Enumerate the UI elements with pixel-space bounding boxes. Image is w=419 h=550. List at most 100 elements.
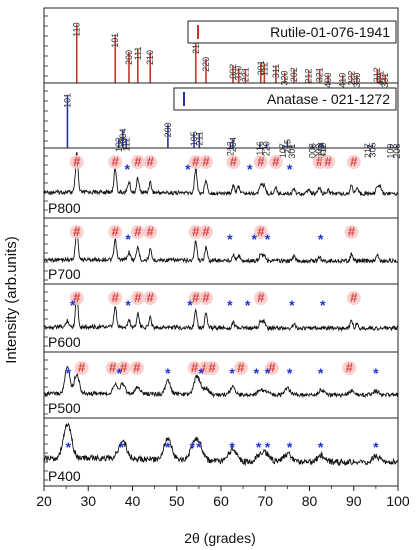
rutile-marker: # [272, 154, 280, 169]
sample-panel-frame [43, 147, 399, 219]
rutile-marker-halo [69, 291, 84, 305]
xrd-trace [43, 422, 399, 467]
rutile-marker-halo [226, 155, 241, 169]
anatase-marker: * [190, 439, 196, 455]
anatase-marker: * [320, 297, 326, 313]
rutile-marker: # [109, 360, 117, 375]
rutile-marker-halo [130, 155, 145, 169]
rutile-marker-halo [264, 361, 279, 375]
x-tick-label: 60 [213, 493, 229, 509]
anatase-marker: * [287, 161, 293, 177]
sample-panel-frame [43, 417, 399, 487]
rutile-marker: # [112, 154, 120, 169]
reference-hkl-label: 310 [234, 66, 244, 81]
rutile-marker: # [192, 290, 200, 305]
rutile-marker: # [209, 360, 217, 375]
reference-hkl-label: 202 [289, 67, 299, 82]
rutile-marker: # [202, 154, 210, 169]
rutile-marker: # [348, 224, 356, 239]
rutile-marker-halo [130, 291, 145, 305]
rutile-marker-halo [108, 291, 123, 305]
rutile-marker: # [202, 224, 210, 239]
rutile-marker: # [257, 154, 265, 169]
rutile-marker-halo [198, 225, 213, 239]
reference-hkl-label: 208 [392, 144, 402, 159]
rutile-marker: # [112, 224, 120, 239]
anatase-marker: * [125, 297, 131, 313]
anatase-marker: * [70, 297, 76, 313]
reference-hkl-label: 004 [118, 128, 128, 143]
x-tick-label: 50 [169, 493, 185, 509]
rutile-marker-halo [105, 361, 120, 375]
rutile-marker: # [350, 154, 358, 169]
anatase-marker: * [318, 365, 324, 381]
reference-hkl-label: 301 [256, 60, 266, 75]
x-tick-label: 30 [80, 493, 96, 509]
rutile-marker-halo [143, 155, 158, 169]
anatase-marker: * [251, 231, 257, 247]
anatase-marker: * [373, 439, 379, 455]
reference-hkl-label: 221 [240, 67, 250, 82]
anatase-marker: * [116, 365, 122, 381]
rutile-marker-halo [143, 225, 158, 239]
anatase-marker: * [227, 297, 233, 313]
traces-layer: P800 P700 P600 P500 P400 [43, 147, 399, 487]
rutile-marker: # [112, 290, 120, 305]
rutile-marker-halo [116, 361, 131, 375]
rutile-marker: # [192, 224, 200, 239]
rutile-marker-halo [253, 225, 268, 239]
anatase-marker: * [125, 231, 131, 247]
xrd-trace [43, 365, 399, 399]
sample-label: P800 [48, 200, 81, 216]
rutile-marker-halo [253, 155, 268, 169]
rutile-marker: # [268, 360, 276, 375]
rutile-marker: # [191, 360, 199, 375]
sample-label: P700 [48, 266, 81, 282]
rutile-marker-halo [187, 361, 202, 375]
xrd-trace [43, 225, 399, 265]
reference-hkl-label: 321 [315, 67, 325, 82]
reference-hkl-label: 008 [308, 143, 318, 158]
rutile-marker-halo [346, 155, 361, 169]
anatase-marker: * [227, 231, 233, 247]
reference-hkl-label: 002 [228, 64, 238, 79]
reference-hkl-label: 224 [316, 142, 326, 157]
reference-legend-box [187, 20, 397, 44]
reference-hkl-label: 311 [271, 64, 281, 78]
reference-hkl-label: 200 [124, 50, 134, 65]
reference-hkl-label: 220 [201, 57, 211, 72]
reference-panel-frame [43, 7, 399, 84]
anatase-marker: * [245, 297, 251, 313]
sample-label: P500 [48, 400, 81, 416]
anatase-marker: * [66, 365, 72, 381]
rutile-marker-halo [198, 155, 213, 169]
rutile-marker: # [316, 154, 324, 169]
rutile-marker: # [202, 290, 210, 305]
anatase-marker: * [373, 365, 379, 381]
anatase-marker: * [229, 365, 235, 381]
reference-hkl-label: 112 [121, 137, 131, 151]
reference-hkl-label: 215 [282, 139, 292, 154]
anatase-marker: * [187, 297, 193, 313]
reference-legend-label: Rutile-01-076-1941 [270, 24, 390, 40]
reference-hkl-label: 109 [385, 144, 395, 159]
reference-hkl-label: 421 [375, 71, 385, 86]
reference-hkl-label: 222 [347, 71, 357, 86]
rutile-marker: # [133, 360, 141, 375]
reference-hkl-label: 320 [280, 71, 290, 86]
x-tick-label: 70 [257, 493, 273, 509]
reference-hkl-label: 211 [194, 131, 204, 145]
reference-hkl-label: 111 [133, 47, 143, 61]
anatase-marker: * [165, 439, 171, 455]
reference-hkl-label: 101 [110, 33, 120, 48]
x-tick-label: 80 [302, 493, 318, 509]
rutile-marker-halo [268, 155, 283, 169]
anatase-marker: * [265, 231, 271, 247]
rutile-marker: # [78, 360, 86, 375]
anatase-marker: * [318, 231, 324, 247]
anatase-marker: * [229, 439, 235, 455]
reference-hkl-label: 101 [62, 93, 72, 108]
rutile-marker: # [192, 154, 200, 169]
rutile-marker-halo [233, 361, 248, 375]
anatase-marker: * [119, 439, 125, 455]
